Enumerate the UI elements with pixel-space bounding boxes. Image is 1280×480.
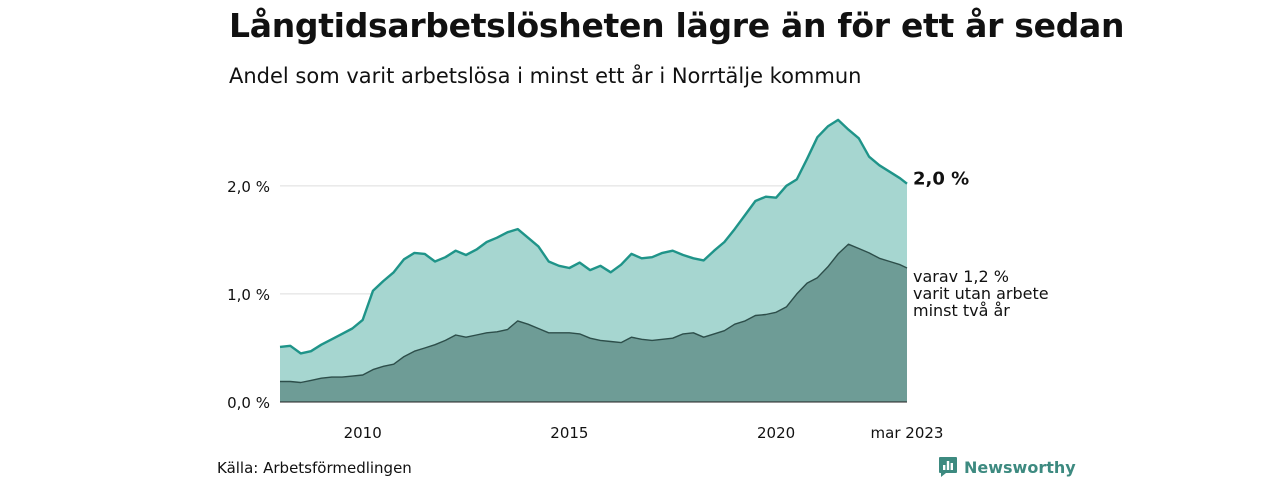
annotation-line: varav 1,2 %	[913, 267, 1009, 286]
x-tick-label: 2015	[550, 424, 588, 442]
x-axis-ticks: 2010 2015 2020 mar 2023	[344, 424, 944, 442]
source-note: Källa: Arbetsförmedlingen	[217, 459, 412, 477]
x-tick-label: mar 2023	[871, 424, 944, 442]
x-tick-label: 2020	[757, 424, 795, 442]
line-total	[279, 118, 908, 355]
brand-name: Newsworthy	[964, 457, 1076, 477]
y-axis-ticks: 0,0 % 1,0 % 2,0 %	[227, 178, 270, 412]
bar-chart-icon	[939, 457, 957, 477]
chart-title: Långtidsarbetslösheten lägre än för ett …	[229, 6, 1125, 45]
brand-logo: Newsworthy	[938, 456, 1076, 478]
y-tick-label: 0,0 %	[227, 394, 270, 412]
annotation-line: minst två år	[913, 301, 1010, 320]
line-long-term	[280, 243, 908, 384]
x-tick-label: 2010	[344, 424, 382, 442]
area-long-term	[280, 244, 907, 402]
chart-subtitle: Andel som varit arbetslösa i minst ett å…	[229, 64, 862, 88]
end-value-label: 2,0 %	[913, 169, 969, 190]
y-tick-label: 1,0 %	[227, 286, 270, 304]
series-annotation: varav 1,2 % varit utan arbete minst två år	[913, 267, 1049, 320]
annotation-line: varit utan arbete	[913, 284, 1049, 303]
y-tick-label: 2,0 %	[227, 178, 270, 196]
